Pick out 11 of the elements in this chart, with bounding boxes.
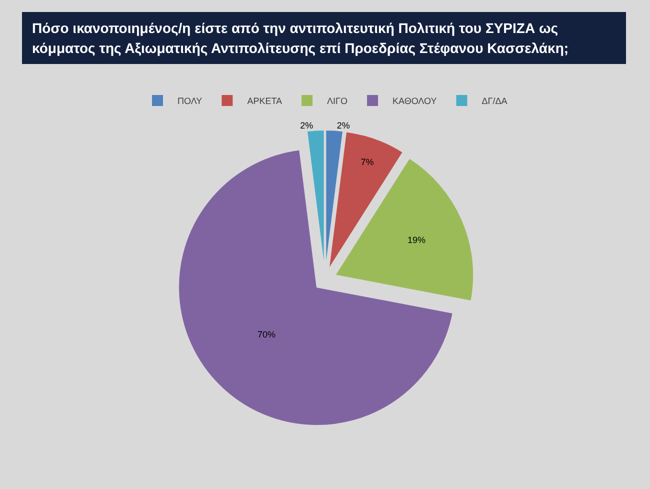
legend-label: ΠΟΛΥ	[178, 96, 202, 106]
data-label: 7%	[360, 157, 374, 168]
data-label: 2%	[336, 120, 350, 130]
legend-label: ΚΑΘΟΛΟΥ	[392, 96, 437, 106]
legend-label: ΑΡΚΕΤΑ	[247, 96, 282, 106]
data-label: 19%	[407, 234, 426, 245]
data-label: 70%	[257, 329, 276, 340]
data-label: 2%	[300, 120, 314, 130]
chart-title: Πόσο ικανοποιημένος/η είστε από την αντιπολιτευτική Πολιτική του ΣΥΡΙΖΑ ως κόμματος της Αξιωματικής Αντιπολίτευσης επί Προεδρίας Στέφανου Κασσελάκη;	[22, 12, 626, 64]
legend-label: ΛΙΓΟ	[327, 96, 348, 106]
legend-label: ΔΓ/ΔΑ	[482, 96, 508, 106]
